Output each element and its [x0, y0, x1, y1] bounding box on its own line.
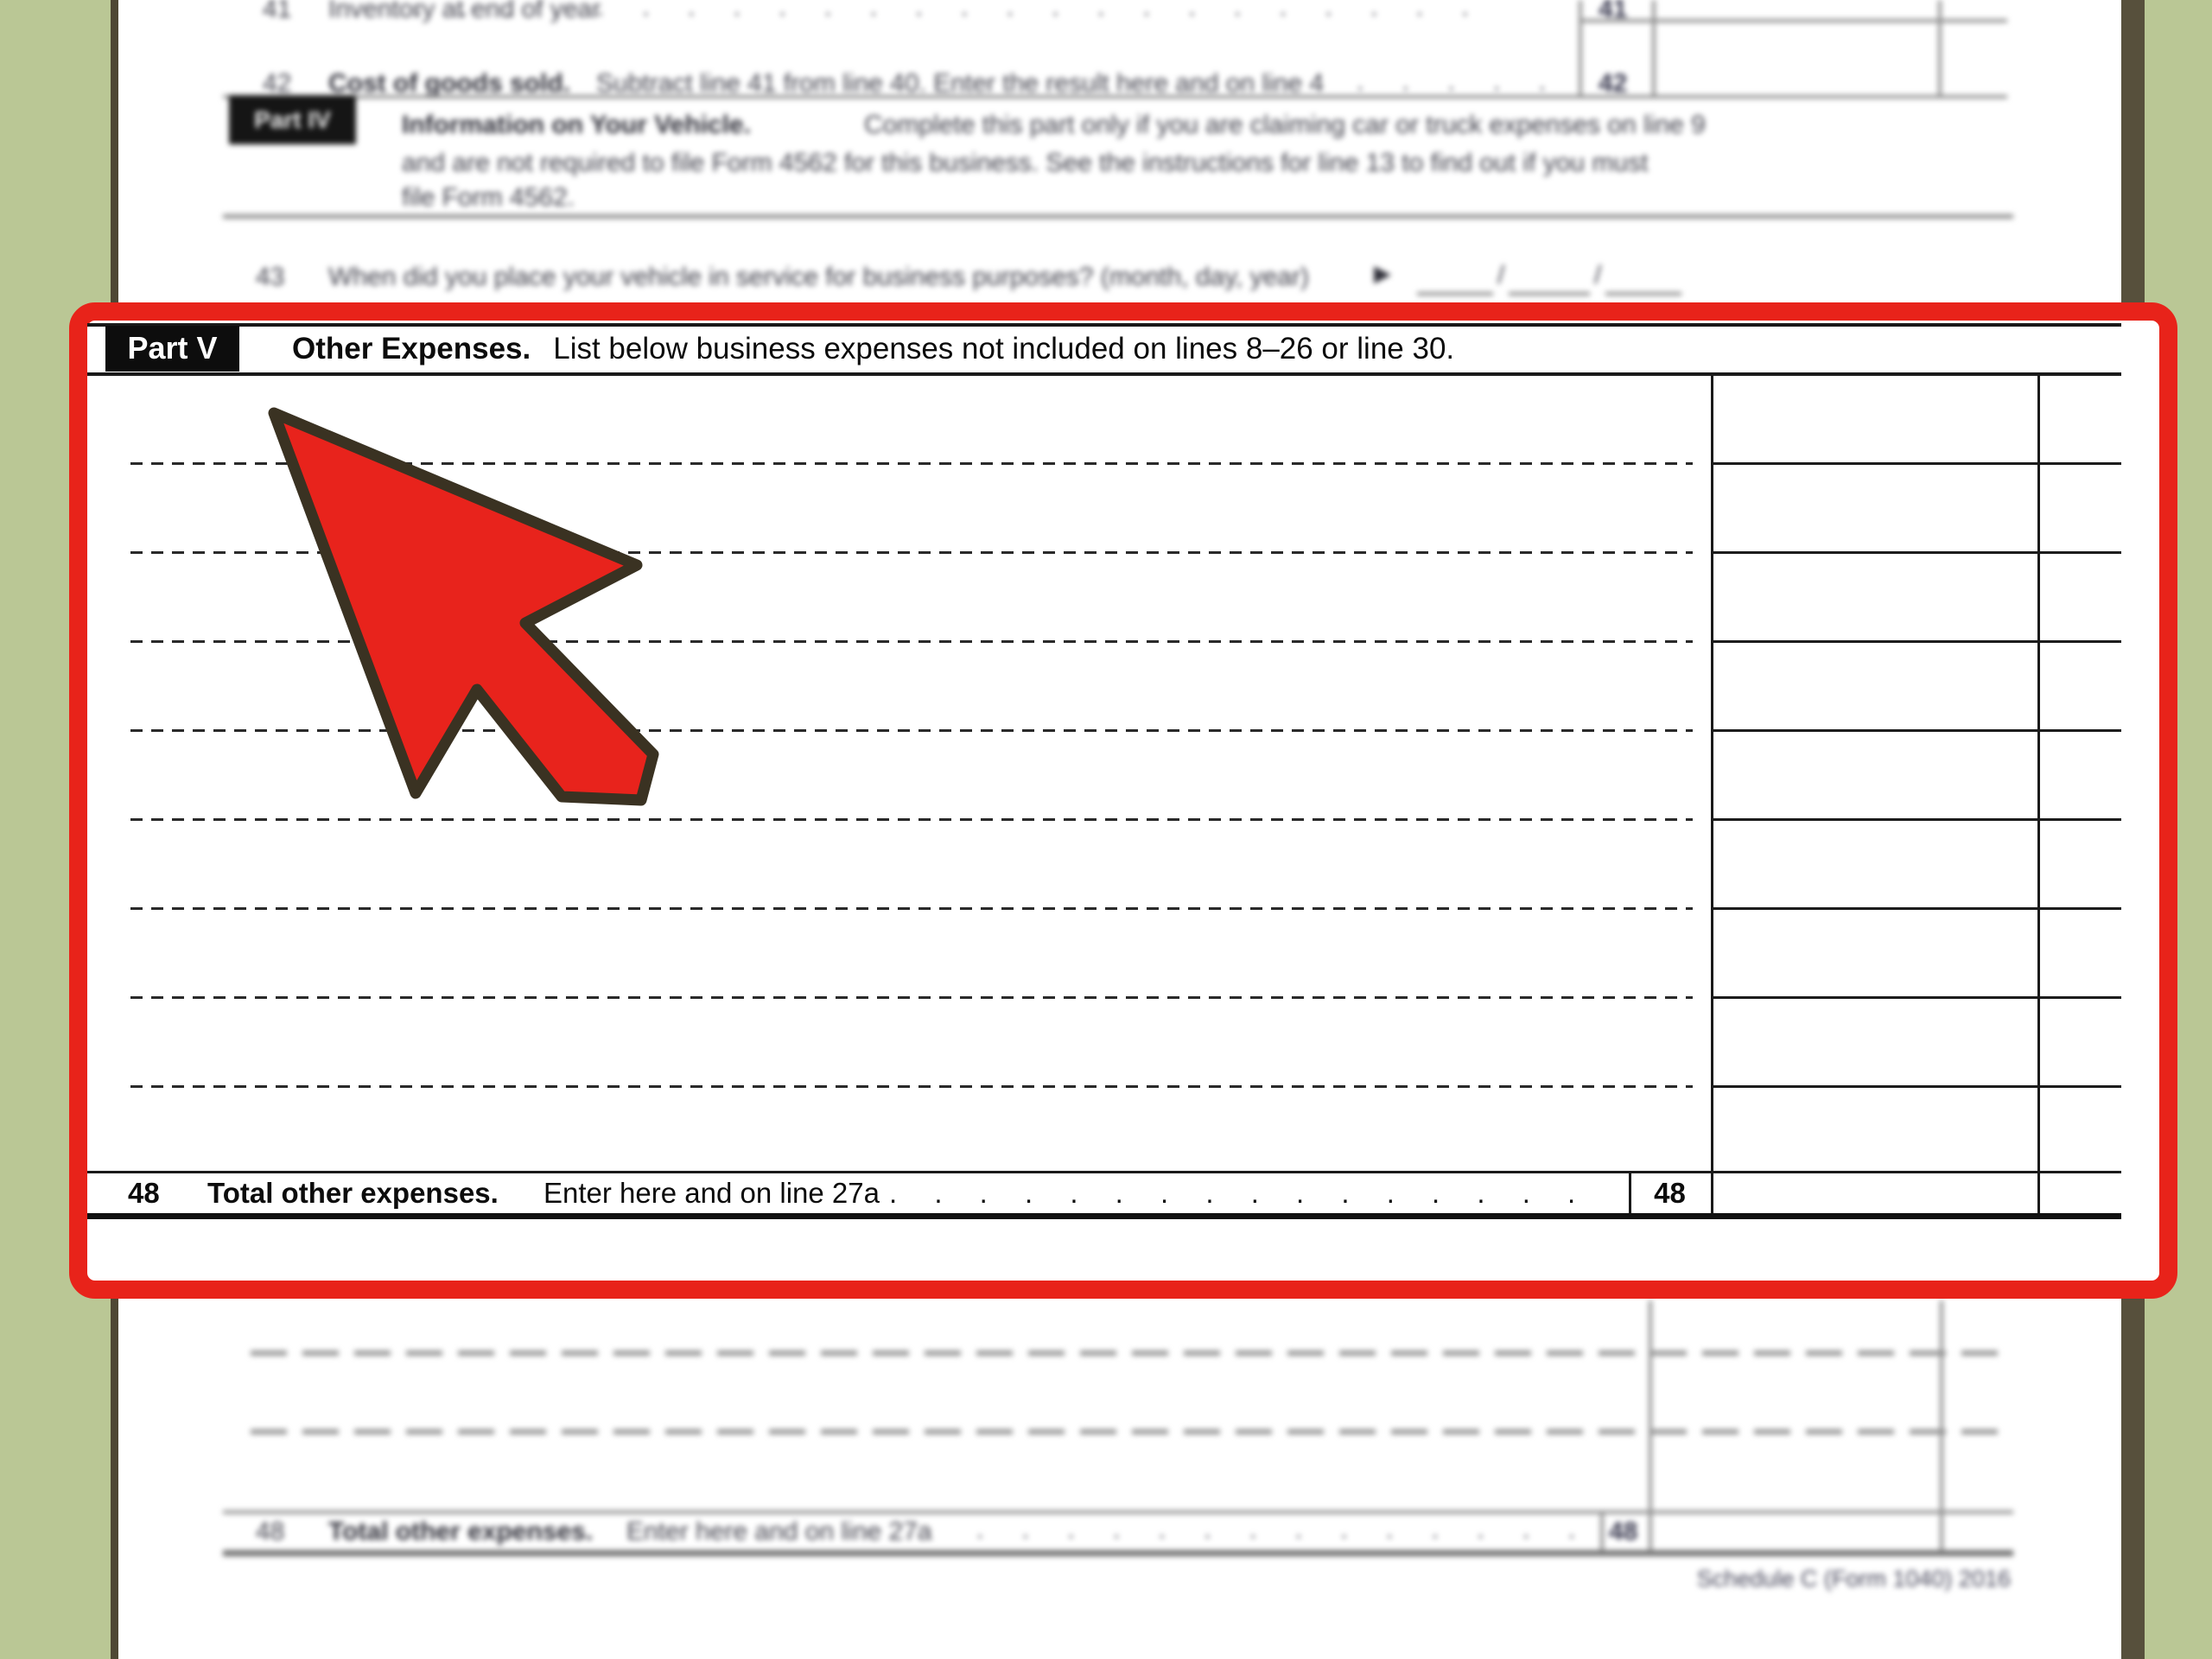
part4-body-line3: file Form 4562.: [402, 183, 575, 212]
part5-subtitle: List below business expenses not include…: [553, 332, 1455, 365]
part4-body-line2: and are not required to file Form 4562 f…: [402, 149, 1649, 177]
part5-title: Other Expenses.: [292, 332, 531, 365]
total-row-topline: [87, 1171, 2121, 1173]
expense-writing-line: [130, 462, 1693, 465]
total-row-label-bold: Total other expenses.: [207, 1177, 499, 1209]
line43-slash: /: [1497, 261, 1505, 289]
line43-date-underline: [1417, 292, 1493, 296]
expense-writing-line: [130, 907, 1693, 910]
line43-date-underline: [1509, 292, 1590, 296]
line42-number: 42: [263, 69, 292, 98]
part4-label: Part IV: [254, 106, 331, 133]
form-bottom-rule: [223, 1550, 2013, 1556]
expense-writing-line-blurred: [251, 1351, 2013, 1356]
header-rule-top: [87, 323, 2121, 327]
amount-cell-divider: [1711, 462, 2121, 465]
line48-label-bold: Total other expenses.: [328, 1517, 594, 1546]
part4-label-box: Part IV: [229, 95, 356, 144]
line43-number: 43: [256, 263, 285, 291]
amount-cell-divider: [1711, 551, 2121, 554]
line42-dot-leader: . . . . . .: [1357, 67, 1564, 96]
expense-writing-line: [130, 1085, 1693, 1088]
line48-dot-leader: . . . . . . . . . . . . . . .: [976, 1516, 1590, 1544]
part5-header: Other Expenses. List below business expe…: [292, 327, 1454, 371]
line41-label: Inventory at end of year: [328, 0, 601, 23]
expense-writing-line: [130, 640, 1693, 643]
amount-column-line: [1711, 376, 1713, 1219]
line42-label: Subtract line 41 from line 40. Enter the…: [596, 69, 1325, 98]
part4-title: Information on Your Vehicle.: [402, 111, 751, 139]
table-vertical: [1579, 0, 1582, 97]
line42-box-number: 42: [1599, 69, 1628, 98]
header-rule-bottom: [87, 372, 2121, 376]
total-row-dot-leader: . . . . . . . . . . . . . . . .: [889, 1177, 1580, 1209]
line48-box-divider: [1600, 1510, 1604, 1553]
total-row: 48 Total other expenses. Enter here and …: [87, 1171, 2121, 1213]
line48-label: Enter here and on line 27a: [626, 1517, 932, 1546]
amount-cell-divider: [1711, 818, 2121, 821]
amount-cell-divider: [1711, 996, 2121, 999]
total-row-box-divider: [1629, 1171, 1631, 1213]
amount-cell-divider: [1711, 729, 2121, 732]
line41-number: 41: [263, 0, 292, 23]
line43-date-underline: [1605, 292, 1681, 296]
amount-cell-divider: [1711, 640, 2121, 643]
table-vertical: [1940, 1300, 1943, 1553]
line48-box-number: 48: [1609, 1517, 1638, 1546]
total-row-box-number: 48: [1654, 1177, 1686, 1209]
expense-writing-line: [130, 996, 1693, 999]
amount-cell-divider: [1711, 1085, 2121, 1088]
part5-label-box: Part V: [105, 326, 239, 372]
line43-slash: /: [1594, 261, 1602, 289]
expense-writing-line: [130, 818, 1693, 821]
amount-cell-divider: [1711, 907, 2121, 910]
form-footer: Schedule C (Form 1040) 2016: [1696, 1566, 2011, 1592]
line42-label-bold: Cost of goods sold.: [328, 69, 570, 98]
part4-body-line1: Complete this part only if you are claim…: [864, 111, 1706, 139]
table-vertical: [1649, 1300, 1652, 1553]
total-row-number: 48: [128, 1177, 160, 1209]
cents-column-line: [2037, 376, 2040, 1219]
part4-rule: [223, 214, 2013, 219]
expense-writing-line: [130, 551, 1693, 554]
line48-number: 48: [256, 1517, 285, 1546]
table-vertical: [1652, 0, 1656, 97]
line41-underline: [1579, 19, 2007, 22]
expense-writing-line-blurred: [251, 1429, 2013, 1434]
line42-underline: [223, 95, 2007, 99]
part5-section: Part V Other Expenses. List below busine…: [87, 321, 2159, 1281]
table-vertical: [1938, 0, 1942, 97]
total-row-label: Enter here and on line 27a: [543, 1177, 880, 1209]
expense-writing-line: [130, 729, 1693, 732]
line43-pointer-icon: ▶: [1374, 260, 1391, 286]
total-row-bottomline: [87, 1213, 2121, 1219]
total-row-topline: [223, 1510, 2013, 1514]
part5-label: Part V: [127, 330, 218, 365]
line41-dot-leader: . . . . . . . . . . . . . . . . . . . . …: [415, 0, 1484, 22]
part5-highlight-box: Part V Other Expenses. List below busine…: [69, 302, 2177, 1299]
line43-label: When did you place your vehicle in servi…: [328, 263, 1310, 291]
